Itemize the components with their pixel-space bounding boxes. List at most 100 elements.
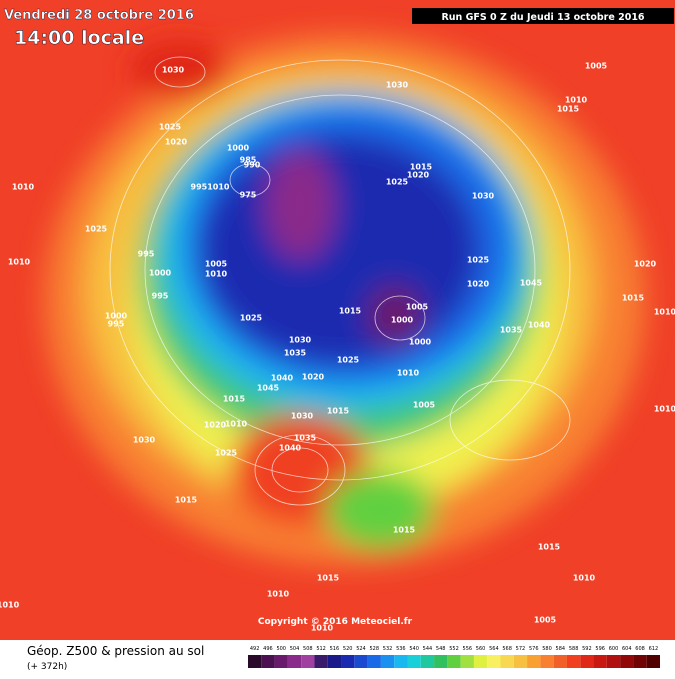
legend-label: 584 [556, 646, 566, 652]
field-dark-blue [200, 135, 480, 365]
legend-swatch [420, 655, 435, 668]
pressure-label: 9951010 [191, 183, 230, 192]
footer-title: Géop. Z500 & pression au sol [27, 644, 204, 658]
pressure-label: 1000 [105, 312, 128, 321]
legend-label: 500 [276, 646, 286, 652]
legend-swatch [248, 655, 262, 668]
legend-label: 564 [489, 646, 499, 652]
legend-swatch [447, 655, 461, 668]
pressure-label: 1015 [339, 307, 362, 316]
pressure-label: 1020 [467, 280, 490, 289]
pressure-label: 1030 [133, 436, 156, 445]
legend-label: 504 [290, 646, 300, 652]
pressure-label: 1030 [289, 336, 312, 345]
pressure-label: 995 [108, 320, 125, 329]
legend-swatch [646, 655, 660, 668]
legend-label: 512 [316, 646, 326, 652]
legend-swatch [407, 655, 421, 668]
pressure-label: 985 [240, 156, 257, 165]
legend-label: 600 [609, 646, 619, 652]
pressure-label: 1045 [520, 279, 543, 288]
pressure-label: 1015 [622, 294, 645, 303]
pressure-label: 1005 [534, 616, 557, 625]
pressure-label: 1005 [205, 260, 228, 269]
footer-lead: (+ 372h) [27, 662, 67, 672]
legend-label: 544 [423, 646, 433, 652]
pressure-label: 1010 [654, 308, 675, 317]
pressure-label: 1015 [557, 105, 580, 114]
pressure-label: 1035 [500, 326, 523, 335]
field-purple-2 [367, 285, 423, 345]
pressure-label: 1040 [528, 321, 551, 330]
field-purple [265, 150, 335, 260]
pressure-label: 1025 [240, 314, 263, 323]
pressure-label: 1030 [291, 412, 314, 421]
pressure-label: 1035 [284, 349, 307, 358]
legend-label: 608 [635, 646, 645, 652]
pressure-label: 995 [138, 250, 155, 259]
legend-swatch [341, 655, 355, 668]
pressure-label: 1045 [257, 384, 280, 393]
pressure-label: 1025 [159, 123, 182, 132]
legend-label: 532 [383, 646, 393, 652]
legend-label: 520 [343, 646, 353, 652]
legend-label: 588 [569, 646, 579, 652]
legend-swatch [394, 655, 408, 668]
legend-label: 576 [529, 646, 539, 652]
legend-swatch [261, 655, 275, 668]
pressure-label: 1010 [12, 183, 35, 192]
pressure-label: 1030 [162, 66, 185, 75]
pressure-label: 1010 [397, 369, 420, 378]
time: 14:00 locale [14, 27, 144, 49]
pressure-label: 1040 [279, 444, 302, 453]
legend-swatch [460, 655, 474, 668]
pressure-label: 1010 [8, 258, 31, 267]
pressure-label: 1010 [573, 574, 596, 583]
legend: 492 496 500 504 508 512 516 520 524 528 532 536 540 5… [248, 646, 660, 668]
pressure-label: 1030 [386, 81, 409, 90]
pressure-label: 1010 [565, 96, 588, 105]
legend-label: 516 [330, 646, 340, 652]
legend-label: 572 [516, 646, 526, 652]
pressure-label: 1015 [175, 496, 198, 505]
pressure-label: 1015 [393, 526, 416, 535]
pressure-label: 1000 [409, 338, 432, 347]
pressure-label: 1025 [386, 178, 409, 187]
legend-label: 604 [622, 646, 632, 652]
pressure-label: 1005 [585, 62, 608, 71]
pressure-label: 1025 [215, 449, 238, 458]
legend-swatch [314, 655, 328, 668]
pressure-label: 995 [152, 292, 169, 301]
pressure-label: 1010 [205, 270, 228, 279]
legend-label: 524 [356, 646, 366, 652]
pressure-label: 1010 [0, 601, 20, 610]
legend-swatch [354, 655, 368, 668]
legend-swatch [301, 655, 315, 668]
date: Vendredi 28 octobre 2016 [4, 8, 194, 23]
pressure-label: 1000 [391, 316, 414, 325]
legend-swatch [593, 655, 607, 668]
pressure-label: 1010 [654, 405, 675, 414]
pressure-label: 1040 [271, 374, 294, 383]
run-info: Run GFS 0 Z du Jeudi 13 octobre 2016 [441, 12, 644, 23]
pressure-label: 1015 [538, 543, 561, 552]
legend-label: 536 [396, 646, 406, 652]
pressure-label: 1015 [317, 574, 340, 583]
pressure-label: 1020 [302, 373, 325, 382]
pressure-label: 1020 [634, 260, 657, 269]
legend-label: 612 [649, 646, 659, 652]
pressure-label: 1025 [337, 356, 360, 365]
pressure-label: 1010 [311, 624, 334, 633]
legend-swatch [473, 655, 488, 668]
run-box [412, 8, 674, 24]
pressure-label: 1005 [406, 303, 429, 312]
legend-swatch [380, 655, 395, 668]
pressure-label: 1025 [467, 256, 490, 265]
pressure-label: 1020 [407, 171, 430, 180]
pressure-label: 1020 [165, 138, 188, 147]
pressure-label: 1005 [413, 401, 436, 410]
pressure-label: 1015 [327, 407, 350, 416]
pressure-label: 1010 [267, 590, 290, 599]
